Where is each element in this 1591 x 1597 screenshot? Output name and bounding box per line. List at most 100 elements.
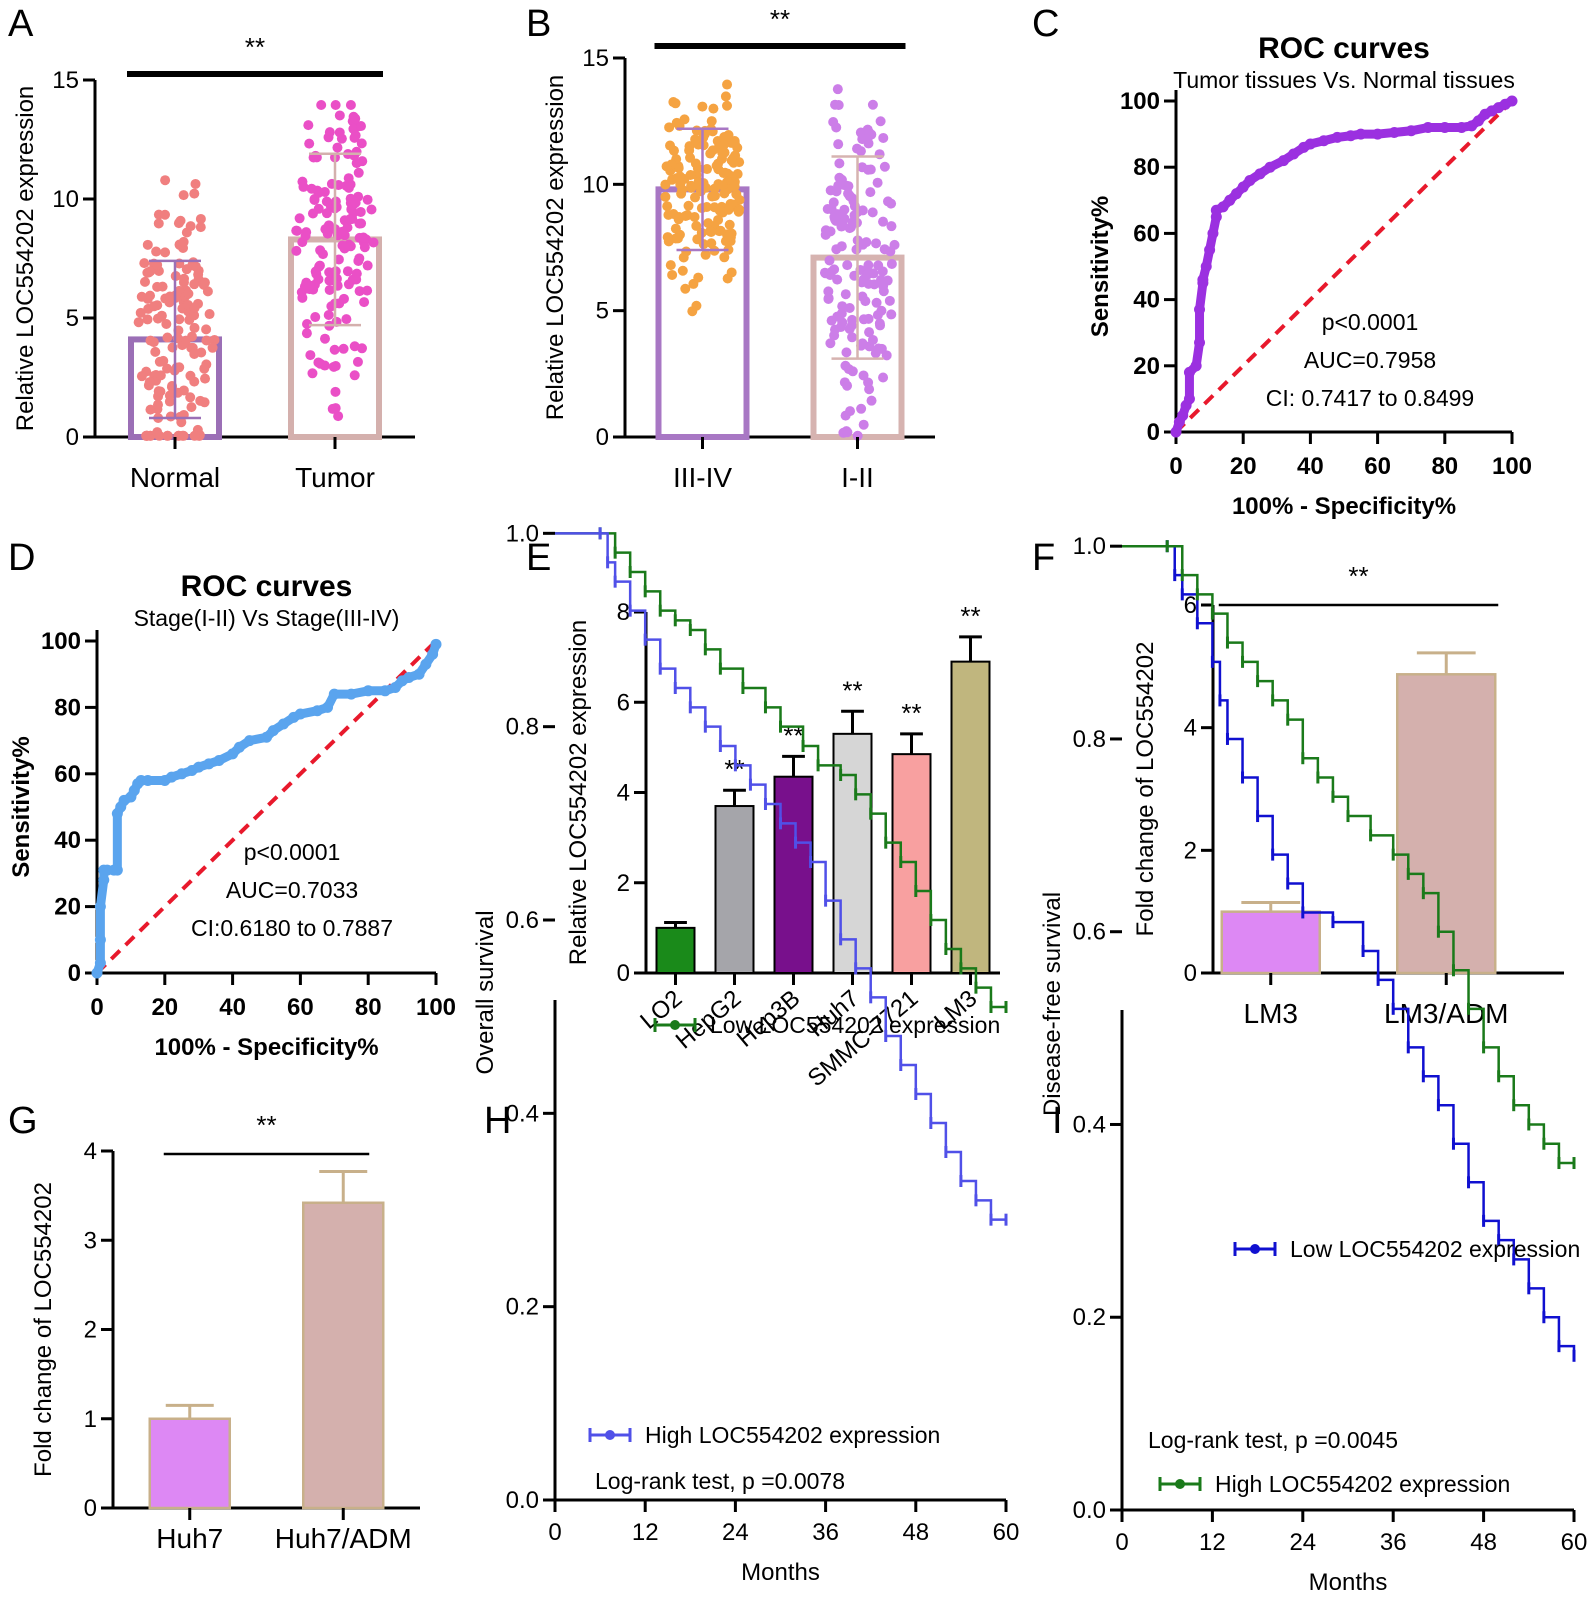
data-point	[660, 191, 671, 202]
legend-label: High LOC554202 expression	[1215, 1471, 1510, 1497]
x-tick-label: 60	[287, 994, 314, 1021]
panel-label: I	[1052, 1100, 1063, 1142]
roc-point	[413, 668, 425, 680]
roc-point	[1264, 161, 1276, 173]
y-tick-label: 40	[1133, 287, 1160, 314]
data-point	[844, 303, 855, 314]
data-point	[329, 344, 340, 355]
roc-point	[1456, 121, 1468, 133]
data-point	[729, 181, 740, 192]
data-point	[313, 357, 324, 368]
x-tick-label: III-IV	[673, 462, 732, 493]
data-point	[307, 368, 318, 379]
data-point	[700, 249, 711, 260]
data-point	[707, 145, 718, 156]
data-point	[847, 314, 858, 325]
data-point	[670, 223, 681, 234]
data-point	[306, 183, 317, 194]
data-point	[304, 138, 315, 149]
data-point	[157, 281, 168, 292]
data-point	[886, 258, 897, 269]
data-point	[879, 161, 890, 172]
data-point	[183, 288, 194, 299]
y-tick-label: 1.0	[1073, 533, 1106, 560]
y-tick-label: 0	[1147, 419, 1160, 446]
data-point	[723, 129, 734, 140]
y-tick-label: 0.2	[506, 1294, 539, 1321]
y-tick-label: 0	[68, 960, 81, 987]
roc-point	[379, 685, 391, 697]
y-tick-label: 8	[617, 599, 630, 626]
significance-label: **	[1348, 561, 1368, 591]
data-point	[161, 319, 172, 330]
data-point	[842, 260, 853, 271]
y-tick-label: 0.0	[1073, 1497, 1106, 1524]
data-point	[690, 134, 701, 145]
data-point	[344, 214, 355, 225]
y-axis-title: Fold change of LOC554202	[1132, 642, 1159, 937]
roc-point	[362, 685, 374, 697]
data-point	[351, 274, 362, 285]
data-point	[680, 283, 691, 294]
data-point	[135, 307, 146, 318]
data-point	[703, 218, 714, 229]
data-point	[886, 309, 897, 320]
x-tick-label: 100	[416, 994, 456, 1021]
data-point	[829, 211, 840, 222]
y-tick-label: 6	[1184, 592, 1197, 619]
annotation: p<0.0001	[244, 839, 341, 865]
data-point	[674, 212, 685, 223]
data-point	[713, 214, 724, 225]
data-point	[828, 117, 839, 128]
data-point	[718, 168, 729, 179]
roc-point	[193, 761, 205, 773]
x-tick-label: 20	[151, 994, 178, 1021]
data-point	[733, 206, 744, 217]
annotation: CI:0.6180 to 0.7887	[191, 915, 393, 941]
data-point	[871, 297, 882, 308]
data-point	[195, 213, 206, 224]
bar	[1396, 673, 1497, 975]
data-point	[368, 237, 379, 248]
data-point	[343, 279, 354, 290]
roc-point	[166, 771, 178, 783]
roc-point	[1254, 168, 1266, 180]
chart-title: ROC curves	[181, 570, 353, 603]
data-point	[323, 132, 334, 143]
data-point	[181, 227, 192, 238]
y-tick-label: 1.0	[506, 520, 539, 547]
data-point	[716, 153, 727, 164]
data-point	[663, 209, 674, 220]
y-tick-label: 4	[84, 1138, 97, 1165]
data-point	[314, 261, 325, 272]
data-point	[204, 309, 215, 320]
data-point	[342, 266, 353, 277]
roc-point	[1190, 360, 1202, 372]
data-point	[732, 169, 743, 180]
y-tick-label: 100	[1120, 88, 1160, 115]
data-point	[863, 260, 874, 271]
panel-label: C	[1032, 3, 1059, 45]
data-point	[711, 160, 722, 171]
data-point	[677, 265, 688, 276]
data-point	[334, 127, 345, 138]
panel-F: F 0 2 4 6 Fold change of LOC554202 LM3 LM3/ADM *…	[1032, 537, 1564, 1029]
y-tick-label: 0.6	[506, 907, 539, 934]
roc-point	[1194, 304, 1206, 316]
data-point	[824, 255, 835, 266]
data-point	[142, 239, 153, 250]
data-point	[835, 322, 846, 333]
chart-subtitle: Stage(I-II) Vs Stage(III-IV)	[134, 605, 400, 631]
data-point	[351, 158, 362, 169]
data-point	[195, 395, 206, 406]
roc-point	[1230, 188, 1242, 200]
data-point	[840, 360, 851, 371]
roc-point	[1422, 121, 1434, 133]
data-point	[339, 243, 350, 254]
x-axis-title: 100% - Specificity%	[154, 1034, 378, 1061]
annotation: Log-rank test, p =0.0045	[1148, 1427, 1398, 1453]
y-tick-label: 2	[1184, 837, 1197, 864]
data-point	[174, 314, 185, 325]
data-point	[886, 221, 897, 232]
data-point	[665, 260, 676, 271]
